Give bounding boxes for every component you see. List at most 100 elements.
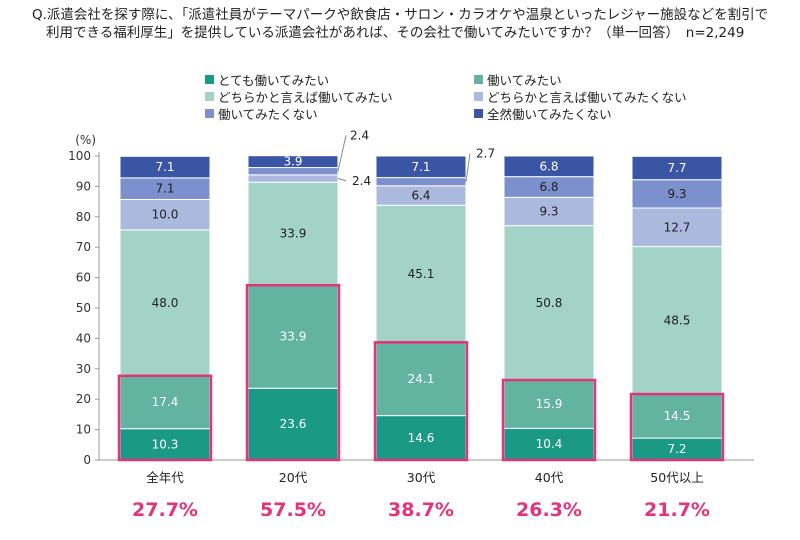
data-label: 10.4 (536, 437, 563, 451)
x-tick-label: 20代 (279, 470, 308, 485)
legend-item-5: 全然働いてみたくない (474, 104, 612, 123)
data-label: 7.1 (155, 182, 174, 196)
highlight-layer (117, 283, 725, 462)
data-label: 7.2 (667, 442, 686, 456)
data-label: 48.0 (152, 296, 179, 310)
bar-segment (247, 155, 339, 169)
y-tick-label: 100 (68, 149, 91, 163)
chart-title: Q.派遣会社を探す際に、「派遣社員がテーマパークや飲食店・サロン・カラオケや温泉… (32, 6, 792, 42)
data-label: 6.8 (539, 159, 558, 173)
bar-segment (247, 181, 339, 286)
bar-segment (503, 196, 595, 227)
data-label: 9.3 (539, 204, 558, 218)
bar-segment (503, 225, 595, 381)
y-tick-label: 20 (76, 392, 91, 406)
bar-segment (375, 341, 467, 417)
bar-segment (119, 375, 211, 430)
y-tick-label: 30 (76, 362, 91, 376)
legend-item-0: とても働いてみたい (205, 70, 329, 89)
legend-label-4: 働いてみたくない (218, 107, 318, 122)
legend-item-4: 働いてみたくない (205, 104, 318, 123)
bar-segment (375, 204, 467, 343)
data-label: 10.3 (152, 437, 179, 451)
highlight-box (373, 341, 469, 462)
data-label: 7.1 (411, 160, 430, 174)
data-label: 2.7 (476, 146, 495, 160)
data-label: 2.4 (350, 128, 369, 142)
y-tick-label: 80 (76, 210, 91, 224)
highlight-total: 26.3% (516, 499, 582, 521)
data-label: 7.7 (667, 161, 686, 175)
bar-segment (631, 179, 723, 209)
callout-line (337, 135, 347, 172)
legend-label-5: 全然働いてみたくない (487, 107, 612, 122)
callout-line (337, 178, 347, 182)
data-label: 50.8 (536, 296, 563, 310)
x-tick-label: 30代 (407, 470, 436, 485)
legend-swatch-4 (205, 109, 214, 118)
bar-segment (503, 155, 595, 178)
data-label: 45.1 (408, 267, 435, 281)
highlight-box (501, 378, 597, 462)
legend-swatch-5 (474, 109, 483, 118)
y-tick-label: 10 (76, 423, 91, 437)
data-label: 33.9 (280, 227, 307, 241)
data-label: 12.7 (664, 220, 691, 234)
y-tick-label: 60 (76, 271, 91, 285)
data-label: 7.1 (155, 160, 174, 174)
data-label: 2.4 (352, 174, 371, 188)
x-tick-label: 40代 (535, 470, 564, 485)
legend-label-1: 働いてみたい (487, 73, 562, 88)
highlight-total: 27.7% (132, 499, 198, 521)
data-label: 15.9 (536, 397, 563, 411)
title-line-1: Q.派遣会社を探す際に、「派遣社員がテーマパークや飲食店・サロン・カラオケや温泉… (32, 7, 769, 23)
y-tick-label: 70 (76, 240, 91, 254)
legend-label-0: とても働いてみたい (218, 73, 330, 88)
highlight-total: 57.5% (260, 499, 326, 521)
y-axis-unit: (%) (75, 133, 96, 147)
data-label: 14.6 (408, 431, 435, 445)
data-label: 6.8 (539, 180, 558, 194)
bar-segment (119, 198, 211, 231)
highlight-box (245, 283, 341, 462)
highlight-box (629, 392, 725, 462)
legend-label-2: どちらかと言えば働いてみたい (218, 90, 393, 105)
legend-item-1: 働いてみたい (474, 70, 562, 89)
legend-swatch-3 (474, 92, 483, 101)
y-tick-label: 40 (76, 331, 91, 345)
bar-segment (119, 229, 211, 377)
highlight-total: 21.7% (644, 499, 710, 521)
callout-line (465, 153, 471, 182)
y-tick-label: 90 (76, 179, 91, 193)
data-label: 10.0 (152, 208, 179, 222)
bar-segment (631, 155, 723, 181)
data-label: 48.5 (664, 313, 691, 327)
highlight-box (117, 374, 213, 462)
legend-item-2: どちらかと言えば働いてみたい (205, 87, 393, 106)
data-label: 3.9 (283, 155, 302, 169)
legend-swatch-0 (205, 75, 214, 84)
highlight-total: 38.7% (388, 499, 454, 521)
bar-segment (119, 155, 211, 179)
bar-segment (247, 284, 339, 389)
bar-segment (503, 379, 595, 429)
y-tick-label: 0 (83, 453, 91, 467)
legend-swatch-1 (474, 75, 483, 84)
x-tick-label: 50代以上 (650, 470, 703, 485)
bar-segment (247, 174, 339, 183)
data-label: 14.5 (664, 409, 691, 423)
data-label: 17.4 (152, 395, 179, 409)
title-line-2: 利用できる福利厚生」を提供している派遣会社があれば、その会社で働いてみたいですか… (46, 25, 745, 41)
legend-swatch-2 (205, 92, 214, 101)
label-layer: 10.3 17.4 48.0 10.0 7.1 7.1 全年代 27.7% 23.6 33.9 33… (132, 128, 710, 521)
data-label: 33.9 (280, 330, 307, 344)
legend-item-3: どちらかと言えば働いてみたくない (474, 87, 687, 106)
y-tick-label: 50 (76, 301, 91, 315)
bar-layer (119, 155, 723, 461)
bar-segment (247, 167, 339, 176)
data-label: 6.4 (411, 189, 430, 203)
bar-segment (375, 177, 467, 187)
data-label: 9.3 (667, 187, 686, 201)
data-label: 23.6 (280, 417, 307, 431)
